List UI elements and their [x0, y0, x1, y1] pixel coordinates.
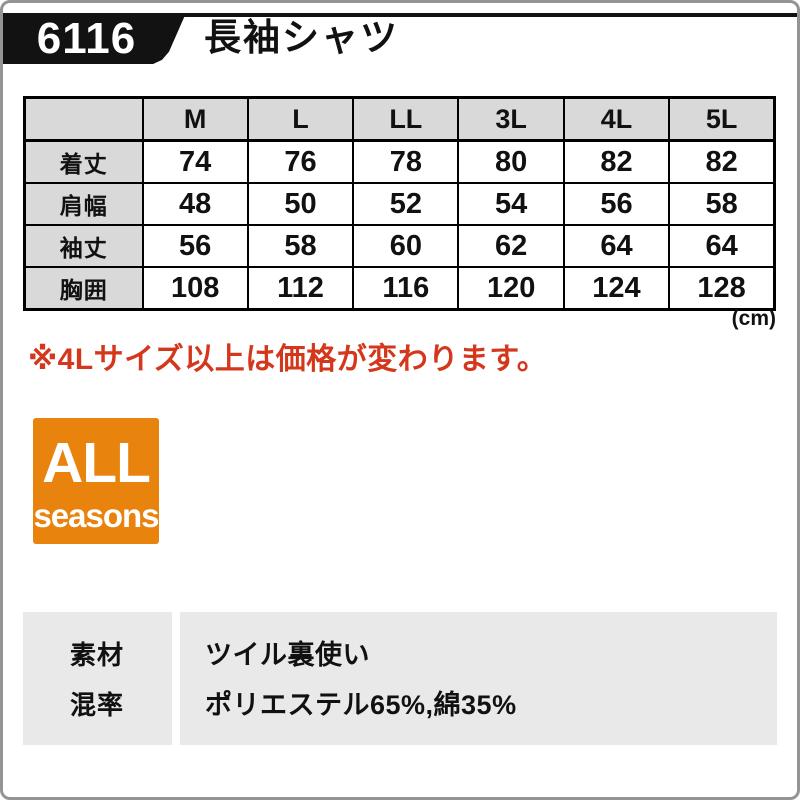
- price-note: ※4Lサイズ以上は価格が変わります。: [28, 343, 548, 376]
- season-badge-line1: ALL: [42, 430, 151, 495]
- season-badge-line2: seasons: [33, 496, 159, 534]
- table-row: 胸囲 108 112 116 120 124 128: [23, 266, 776, 311]
- page-title: 長袖シャツ: [204, 17, 399, 58]
- size-cell: 50: [246, 182, 355, 226]
- size-cell: 64: [562, 224, 671, 268]
- spec-box: 素材 混率 ツイル裏使い ポリエステル65%,綿35%: [23, 612, 777, 745]
- size-cell: 80: [457, 139, 565, 184]
- size-cell: 82: [562, 139, 671, 184]
- table-row: 肩幅 48 50 52 54 56 58: [23, 182, 776, 226]
- size-table: M L LL 3L 4L 5L 着丈 74 76 78 80 82 82 肩幅 …: [23, 96, 776, 311]
- size-column-header: 3L: [457, 96, 565, 142]
- size-cell: 52: [352, 182, 460, 226]
- spec-value: ポリエステル65%,綿35%: [205, 690, 517, 720]
- spec-value-column: ツイル裏使い ポリエステル65%,綿35%: [180, 612, 777, 745]
- size-column-header: 4L: [562, 96, 671, 142]
- spec-label: 素材: [70, 640, 125, 670]
- spec-label-column: 素材 混率: [23, 612, 172, 745]
- size-cell: 58: [246, 224, 355, 268]
- size-cell: 76: [246, 139, 355, 184]
- size-cell: 116: [352, 266, 460, 311]
- size-row-label: 肩幅: [23, 182, 144, 226]
- size-cell: 58: [668, 182, 776, 226]
- size-cell: 54: [457, 182, 565, 226]
- size-cell: 128: [668, 266, 776, 311]
- table-row: 着丈 74 76 78 80 82 82: [23, 139, 776, 184]
- spec-value: ツイル裏使い: [205, 640, 370, 670]
- model-number-badge: 6116: [3, 13, 186, 64]
- spec-divider: [172, 612, 180, 745]
- size-cell: 120: [457, 266, 565, 311]
- size-row-label: 胸囲: [23, 266, 144, 311]
- size-column-header: M: [141, 96, 249, 142]
- size-table-header-row: M L LL 3L 4L 5L: [23, 96, 776, 142]
- size-cell: 60: [352, 224, 460, 268]
- size-table-corner-cell: [23, 96, 144, 142]
- size-row-label: 袖丈: [23, 224, 144, 268]
- table-row: 袖丈 56 58 60 62 64 64: [23, 224, 776, 268]
- size-cell: 56: [562, 182, 671, 226]
- size-cell: 112: [246, 266, 355, 311]
- size-column-header: LL: [352, 96, 460, 142]
- size-cell: 62: [457, 224, 565, 268]
- size-cell: 64: [668, 224, 776, 268]
- model-number: 6116: [36, 13, 137, 63]
- header-rule: [3, 13, 797, 17]
- size-cell: 82: [668, 139, 776, 184]
- size-cell: 56: [141, 224, 249, 268]
- size-cell: 48: [141, 182, 249, 226]
- unit-note: (cm): [731, 307, 776, 330]
- size-cell: 78: [352, 139, 460, 184]
- size-column-header: 5L: [668, 96, 776, 142]
- size-cell: 108: [141, 266, 249, 311]
- size-cell: 74: [141, 139, 249, 184]
- all-seasons-badge: ALL seasons: [33, 418, 160, 544]
- spec-label: 混率: [70, 690, 125, 720]
- size-column-header: L: [246, 96, 355, 142]
- size-row-label: 着丈: [23, 139, 144, 184]
- size-cell: 124: [562, 266, 671, 311]
